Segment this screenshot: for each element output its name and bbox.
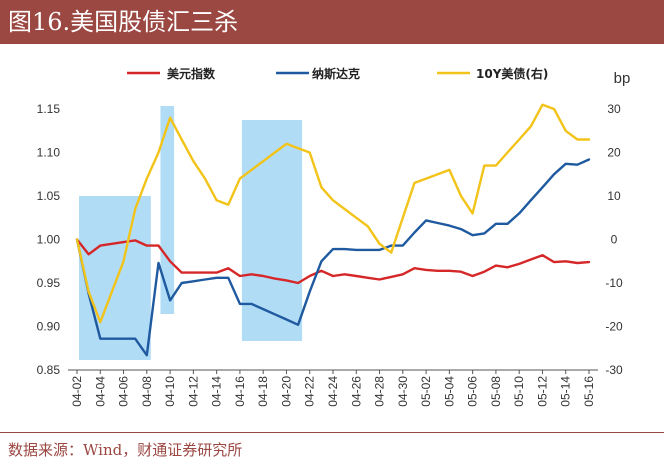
left-tick-label: 0.85	[37, 363, 61, 377]
title-bar: 图16.美国股债汇三杀	[0, 0, 664, 44]
series-line-3	[75, 103, 591, 324]
x-tick-label: 04-08	[140, 376, 154, 407]
legend-label: 10Y美债(右)	[476, 66, 548, 81]
x-tick-label: 05-04	[442, 376, 456, 407]
x-tick-label: 04-16	[233, 376, 247, 407]
x-tick-label: 04-18	[256, 376, 270, 407]
x-tick-label: 04-02	[70, 376, 84, 407]
right-tick-label: 30	[607, 102, 621, 116]
right-tick-label: -30	[605, 363, 623, 377]
highlight-box	[79, 196, 151, 360]
left-tick-label: 1.00	[37, 233, 61, 247]
right-tick-label: 20	[607, 146, 621, 160]
left-tick-label: 1.10	[37, 146, 61, 160]
footer-divider	[0, 432, 664, 433]
x-tick-label: 05-10	[512, 376, 526, 407]
left-tick-label: 0.90	[37, 320, 61, 334]
left-tick-label: 1.15	[37, 102, 61, 116]
right-tick-label: -10	[605, 276, 623, 290]
x-tick-label: 05-16	[582, 376, 596, 407]
left-tick-label: 1.05	[37, 189, 61, 203]
x-tick-label: 04-14	[210, 376, 224, 407]
x-tick-label: 04-30	[396, 376, 410, 407]
x-tick-label: 05-06	[466, 376, 480, 407]
right-tick-label: -20	[605, 320, 623, 334]
series-line-2	[75, 158, 591, 357]
x-tick-label: 04-24	[326, 376, 340, 407]
x-tick-label: 04-28	[373, 376, 387, 407]
chart-title: 图16.美国股债汇三杀	[8, 8, 239, 36]
x-tick-label: 04-20	[279, 376, 293, 407]
x-tick-label: 04-10	[163, 376, 177, 407]
x-tick-label: 04-04	[93, 376, 107, 407]
source-note: 数据来源：Wind，财通证券研究所	[8, 441, 243, 459]
series-line-1	[75, 238, 591, 285]
x-tick-label: 05-14	[559, 376, 573, 407]
right-tick-label: 0	[611, 233, 618, 247]
x-tick-label: 05-08	[489, 376, 503, 407]
x-tick-label: 04-12	[186, 376, 200, 407]
x-tick-label: 04-26	[349, 376, 363, 407]
x-tick-label: 05-12	[535, 376, 549, 407]
left-tick-label: 0.95	[37, 276, 61, 290]
legend-label: 纳斯达克	[312, 66, 360, 81]
x-tick-label: 05-02	[419, 376, 433, 407]
chart-area: 0.85 0.90 0.95 1.00 1.05 1.10 1.15 -30 -20 -10 0 10…	[37, 66, 631, 407]
right-tick-label: 10	[607, 189, 621, 203]
x-tick-label: 04-22	[303, 376, 317, 407]
right-axis-unit: bp	[614, 70, 631, 87]
legend-label: 美元指数	[167, 66, 216, 81]
x-tick-label: 04-06	[117, 376, 131, 407]
